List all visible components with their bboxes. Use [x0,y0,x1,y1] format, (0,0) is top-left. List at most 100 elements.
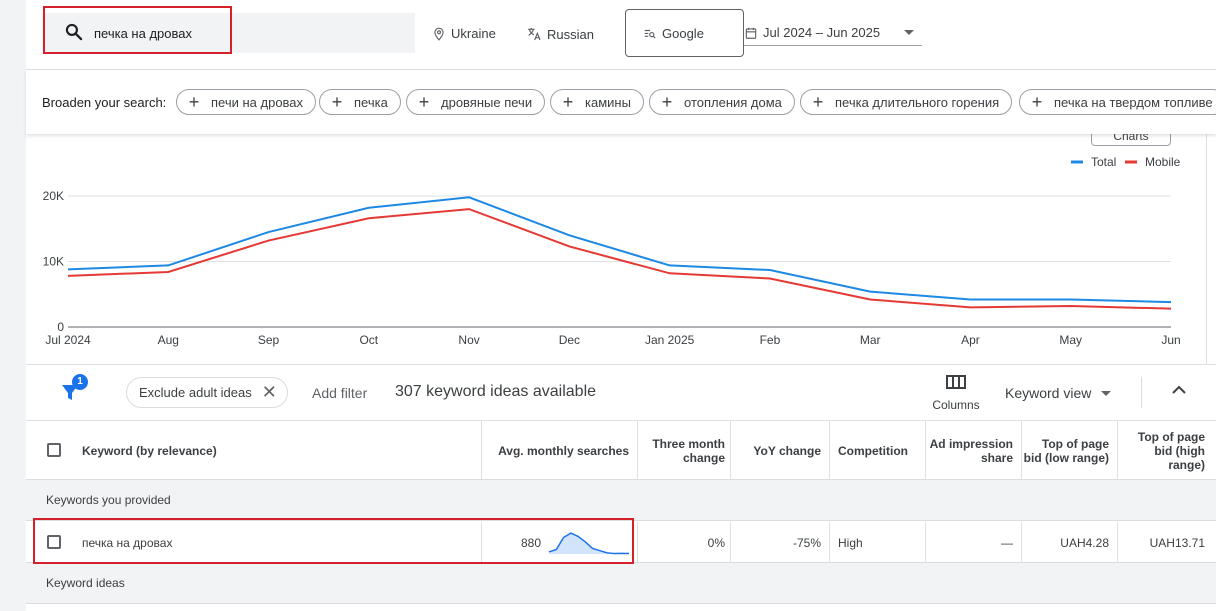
exclude-adult-chip[interactable]: Exclude adult ideas ✕ [126,377,288,408]
keyword-count-text: 307 keyword ideas available [395,383,597,400]
select-all-checkbox[interactable] [47,443,61,457]
series-line-mobile [67,208,1172,310]
plus-icon: + [562,92,574,112]
divider [925,421,926,480]
location-selector[interactable]: Ukraine [432,26,496,41]
divider [481,421,482,480]
divider [730,421,731,480]
avg-searches-cell: 880 [520,535,541,550]
close-icon[interactable]: ✕ [261,382,277,402]
x-tick-label: Feb [760,333,781,347]
broaden-chip[interactable]: + камины [550,89,644,115]
x-tick-label: Jul 2024 [45,333,91,347]
section-label: Keywords you provided [46,493,171,507]
col-ad-impression-share[interactable]: Ad impression share [929,436,1013,465]
network-selector[interactable]: Google [643,26,704,41]
row-checkbox[interactable] [47,535,61,549]
divider [1141,377,1142,408]
sparkline-area [549,533,629,554]
y-tick-label: 0 [57,320,64,334]
chip-label: печи на дровах [211,94,304,110]
divider [1117,522,1118,563]
date-range-label: Jul 2024 – Jun 2025 [763,25,881,40]
chip-label: отопления дома [684,94,782,110]
section-keywords-provided: Keywords you provided [26,480,1216,521]
network-selector-box[interactable] [625,9,744,57]
broaden-chip[interactable]: + печка [319,89,401,115]
chevron-down-icon [1101,390,1112,396]
x-tick-label: Sep [258,333,280,347]
search-query-text[interactable]: печка на дровах [94,26,192,41]
location-label: Ukraine [451,26,496,41]
x-tick-label: May [1059,333,1082,347]
x-tick-label: Nov [458,333,479,347]
side-panel-edge [1206,134,1216,364]
bid-low-cell: UAH4.28 [1060,535,1109,550]
legend-label: Total [1091,155,1116,169]
search-highlight-box [43,6,232,54]
date-range-selector[interactable]: Jul 2024 – Jun 2025 [744,25,880,40]
columns-button[interactable]: Columns [928,375,984,412]
chip-label: печка [354,94,388,110]
date-range-dropdown[interactable] [744,18,922,46]
x-tick-label: Aug [158,333,179,347]
divider [1021,421,1022,480]
plus-icon: + [188,92,200,112]
broaden-chip[interactable]: + печи на дровах [176,89,317,115]
table-row[interactable] [26,604,1216,611]
columns-icon [946,375,966,389]
broaden-chip[interactable]: + отопления дома [649,89,795,115]
chip-label: печка длительного горения [835,94,1000,110]
plus-icon: + [812,92,824,112]
col-bid-high[interactable]: Top of page bid (high range) [1137,429,1205,472]
three-month-cell: 0% [707,535,725,550]
exclude-adult-label: Exclude adult ideas [139,385,252,400]
chevron-up-icon[interactable] [1172,385,1186,395]
divider [1021,522,1022,563]
broaden-chip[interactable]: + дровяные печи [406,89,546,115]
trend-sparkline [548,532,630,555]
chip-label: печка на твердом топливе [1054,94,1213,110]
translate-icon [528,28,541,41]
col-competition[interactable]: Competition [838,443,908,458]
divider [481,522,482,563]
divider [637,522,638,563]
plus-icon: + [418,92,430,112]
x-tick-label: Apr [961,333,980,347]
col-bid-low[interactable]: Top of page bid (low range) [1023,436,1109,465]
search-icon [65,23,83,41]
sparkline-line [548,532,630,555]
keyword-view-dropdown[interactable]: Keyword view [1005,385,1112,401]
y-tick-label: 10K [43,255,64,269]
broaden-label: Broaden your search: [42,95,167,110]
keyword-cell[interactable]: печка на дровах [82,535,173,550]
col-three-month-change[interactable]: Three month change [652,436,725,465]
col-yoy-change[interactable]: YoY change [753,443,821,458]
section-label: Keyword ideas [46,576,125,590]
chip-label: камины [585,94,631,110]
divider [829,522,830,563]
language-selector[interactable]: Russian [526,26,594,42]
broaden-chip[interactable]: + печка на твердом топливе [1019,89,1216,115]
plus-icon: + [331,92,343,112]
calendar-icon [745,27,757,39]
col-avg-monthly-searches[interactable]: Avg. monthly searches [498,443,629,458]
add-filter-button[interactable]: Add filter [312,385,368,401]
filter-icon[interactable] [60,377,80,403]
search-settings-bar: печка на дровах Ukraine Russian Google [26,0,1216,70]
yoy-cell: -75% [792,535,821,550]
broaden-chip[interactable]: + печка длительного горения [800,89,1013,115]
x-tick-label: Oct [359,333,378,347]
keyword-view-label: Keyword view [1005,385,1092,401]
chip-label: дровяные печи [441,94,533,110]
competition-cell: High [838,535,863,550]
y-tick-label: 20K [43,189,64,203]
keyword-planner-main: печка на дровах Ukraine Russian Google [26,0,1216,611]
search-input[interactable] [42,13,415,53]
col-keyword[interactable]: Keyword (by relevance) [82,443,217,458]
legend-label: Mobile [1145,155,1181,169]
broaden-search-row: Broaden your search: + печи на дровах + пе… [26,70,1216,134]
trend-chart-svg: 0 10K 20K Jul 2024 Aug Sep Oct Nov Dec Jan 2025 Fe… [43,155,1181,347]
divider [829,421,830,480]
x-tick-label: Mar [860,333,881,347]
